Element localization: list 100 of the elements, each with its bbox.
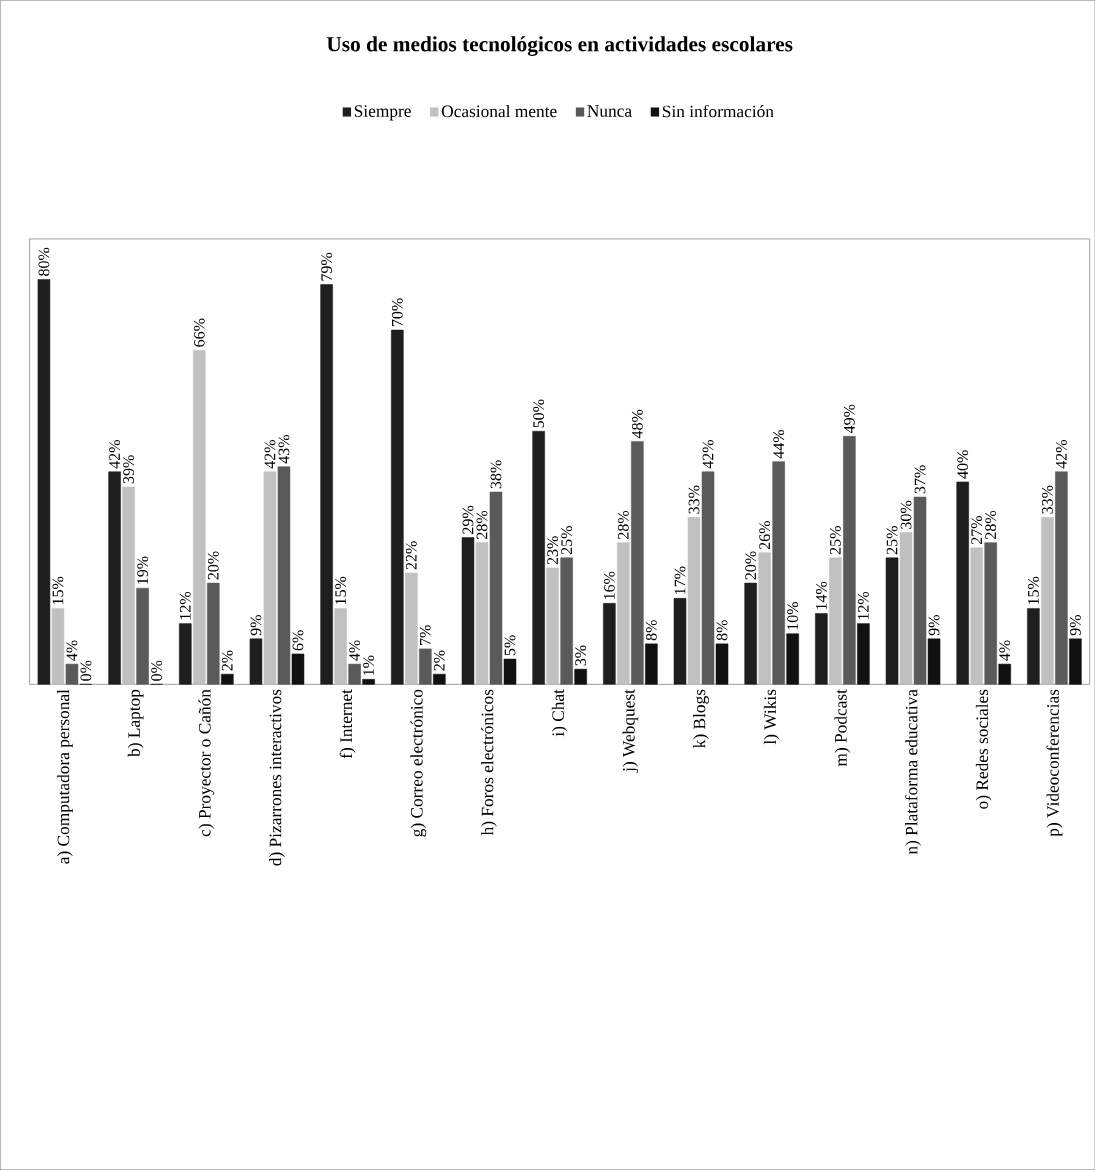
bar <box>574 668 587 685</box>
bar <box>616 542 630 685</box>
bar <box>913 496 927 685</box>
data-label: 2% <box>433 650 445 671</box>
data-label: 6% <box>292 630 304 651</box>
data-label: 26% <box>759 521 770 550</box>
data-label: 8% <box>645 620 657 641</box>
bar <box>842 436 856 685</box>
bar <box>263 471 277 685</box>
bar <box>475 542 489 685</box>
data-label: 20% <box>207 551 219 580</box>
data-label: 15% <box>1027 576 1039 605</box>
bar <box>432 673 446 685</box>
bar <box>249 638 263 685</box>
bar <box>503 658 517 685</box>
legend-label: Sin información <box>662 104 774 118</box>
data-label: 4% <box>66 640 78 661</box>
data-label: 7% <box>419 625 431 645</box>
x-tick-label: f) Internet <box>339 689 356 759</box>
data-label: 39% <box>123 455 134 484</box>
bar <box>418 648 432 685</box>
bar <box>178 623 192 685</box>
bar <box>404 572 418 685</box>
bar <box>687 517 701 685</box>
bar <box>1040 517 1054 685</box>
data-label: 70% <box>391 298 403 327</box>
data-label: 4% <box>349 640 360 661</box>
bar <box>758 552 771 685</box>
x-tick-label: m) Podcast <box>834 689 851 767</box>
bar <box>320 284 333 685</box>
x-tick-label: i) Chat <box>551 689 568 737</box>
bar <box>489 491 503 685</box>
data-label: 25% <box>829 526 841 555</box>
bar <box>220 673 234 685</box>
x-tick-label: d) Pizarrones interactivos <box>268 689 285 866</box>
data-label: 17% <box>674 566 686 594</box>
bar <box>673 598 687 685</box>
data-label: 5% <box>504 635 516 656</box>
bar <box>1068 638 1082 685</box>
bar <box>532 431 545 685</box>
data-label: 4% <box>999 640 1010 661</box>
bar <box>772 461 785 685</box>
bar <box>715 643 729 685</box>
data-label: 8% <box>716 620 728 641</box>
bar <box>927 638 941 685</box>
x-tick-label: b) Laptop <box>127 689 144 757</box>
data-label: 28% <box>985 510 996 539</box>
bar <box>1054 471 1068 685</box>
data-label: 12% <box>179 591 191 620</box>
data-label: 16% <box>603 571 615 600</box>
data-label: 9% <box>1069 615 1081 636</box>
chart-title: Uso de medios tecnológicos en actividades escolares <box>326 36 793 56</box>
bar <box>786 633 799 685</box>
legend-label: Siempre <box>354 105 411 121</box>
data-label: 66% <box>193 318 205 347</box>
bar <box>206 582 220 685</box>
bar <box>37 279 51 685</box>
bar <box>546 567 559 685</box>
x-tick-label: g) Correo electrónico <box>410 689 427 837</box>
data-label: 0% <box>151 660 162 681</box>
data-label: 28% <box>617 510 629 539</box>
data-label: 23% <box>547 536 558 565</box>
bar <box>998 663 1011 685</box>
data-label: 25% <box>561 526 572 555</box>
data-label: 14% <box>815 581 827 610</box>
bar <box>828 557 842 685</box>
data-label: 38% <box>490 460 502 489</box>
bar <box>630 441 644 685</box>
bar <box>108 471 121 685</box>
data-label: 33% <box>688 485 700 514</box>
data-label: 49% <box>843 404 855 434</box>
bar <box>51 608 65 685</box>
x-tick-label: o) Redes sociales <box>975 689 992 809</box>
x-tick-label: j) Webquest <box>622 689 639 773</box>
data-label: 42% <box>264 440 276 469</box>
bar <box>334 608 347 685</box>
data-label: 1% <box>363 655 374 675</box>
data-label: 0% <box>80 660 92 681</box>
bar <box>885 557 899 685</box>
data-label: 15% <box>52 576 64 605</box>
data-label: 28% <box>476 510 488 539</box>
x-tick-label: l) Wikis <box>763 689 780 745</box>
data-label: 15% <box>335 576 346 605</box>
data-label: 50% <box>533 399 544 428</box>
bar <box>970 547 983 685</box>
data-label: 42% <box>702 440 714 469</box>
bar <box>701 471 715 685</box>
bar <box>899 532 913 685</box>
bar <box>277 466 291 685</box>
bar <box>362 679 375 685</box>
data-label: 2% <box>221 650 233 671</box>
data-label: 10% <box>787 602 798 630</box>
legend-label: Nunca <box>587 105 632 117</box>
bar <box>744 582 757 685</box>
data-label: 33% <box>1041 485 1053 514</box>
bar <box>390 329 404 685</box>
bar <box>136 587 149 685</box>
legend-label: Ocasional mente <box>441 105 557 118</box>
bar <box>956 481 969 685</box>
x-tick-label: a) Computadora personal <box>56 689 73 864</box>
